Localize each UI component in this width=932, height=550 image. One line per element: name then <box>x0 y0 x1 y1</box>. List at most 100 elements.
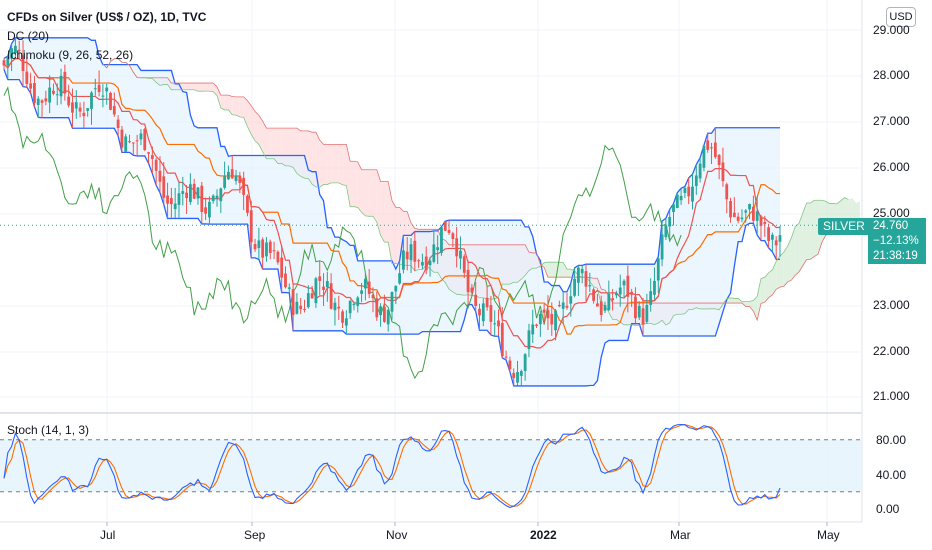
cloud-segment <box>357 161 362 213</box>
candle-body <box>500 323 504 357</box>
axis-ticks <box>106 522 828 526</box>
candle-body <box>672 204 675 213</box>
cloud-segment <box>327 144 332 185</box>
cloud-segment <box>319 140 324 188</box>
candle-body <box>109 92 112 110</box>
symbol-tag[interactable]: SILVER <box>818 218 870 235</box>
candle-body <box>325 281 329 288</box>
stoch-legend[interactable]: Stoch (14, 1, 3) <box>7 423 90 437</box>
cloud-segment <box>338 144 343 185</box>
cloud-segment <box>372 169 377 223</box>
candle-body <box>630 291 634 295</box>
candle-body <box>67 96 71 106</box>
cloud-segment <box>220 95 225 110</box>
cloud-segment <box>232 96 237 116</box>
candle-body <box>706 140 710 150</box>
candle-body <box>554 310 557 331</box>
candle-body <box>208 201 211 218</box>
candle-body <box>740 217 744 220</box>
candle-body <box>295 301 299 314</box>
cloud-segment <box>802 203 807 266</box>
candle-body <box>33 83 36 104</box>
stoch-tick-label: 0.00 <box>876 502 900 516</box>
candle-body <box>664 225 668 238</box>
cloud-segment <box>726 297 731 304</box>
candle-body <box>645 304 649 322</box>
candle-body <box>382 306 386 322</box>
cloud-segment <box>270 128 275 159</box>
candle-body <box>173 203 177 210</box>
candle-body <box>618 287 622 295</box>
candle-body <box>493 323 497 325</box>
candle-body <box>371 294 375 299</box>
cloud-segment <box>247 100 252 135</box>
ichimoku-legend[interactable]: Ichimoku (9, 26, 52, 26) <box>7 48 134 62</box>
candle-body <box>215 195 219 199</box>
candle-body <box>721 162 725 182</box>
candle-body <box>234 175 238 181</box>
candle-body <box>489 305 493 322</box>
cloud-segment <box>190 83 195 90</box>
last-price-box[interactable]: 24.760 −12.13% 21:38:19 <box>868 218 926 264</box>
candle-body <box>447 230 451 233</box>
cloud-segment <box>806 203 811 260</box>
cloud-segment <box>551 262 556 278</box>
price-tick-label: 29.000 <box>873 23 910 37</box>
candle-body <box>576 267 580 283</box>
candle-body <box>253 244 257 250</box>
currency-badge[interactable]: USD <box>886 7 916 27</box>
cloud-segment <box>228 95 233 115</box>
price-tick-label: 23.000 <box>873 298 910 312</box>
candle-body <box>306 293 310 308</box>
candle-body <box>310 293 314 299</box>
candle-body <box>588 285 592 287</box>
candle-body <box>352 303 356 306</box>
candle-body <box>196 187 200 199</box>
candle-body <box>561 302 565 309</box>
candle-body <box>135 140 139 142</box>
candle-body <box>759 216 763 226</box>
candle-body <box>97 84 101 93</box>
candle-body <box>744 210 748 213</box>
time-tick-label: Nov <box>386 528 408 542</box>
cloud-segment <box>361 169 366 216</box>
time-tick-label: Mar <box>670 528 691 542</box>
candle-body <box>74 102 78 109</box>
cloud-segment <box>369 169 373 217</box>
cloud-segment <box>251 105 256 141</box>
candle-body <box>504 356 508 358</box>
candle-body <box>508 360 512 370</box>
candle-body <box>272 250 276 252</box>
candle-body <box>462 256 466 273</box>
cloud-segment <box>753 296 758 321</box>
candle-body <box>698 163 702 179</box>
candle-body <box>565 305 569 308</box>
candle-body <box>603 305 607 311</box>
price-change: −12.13% <box>873 235 919 247</box>
cloud-segment <box>255 111 259 145</box>
donchian-legend[interactable]: DC (20) <box>7 29 50 43</box>
candle-body <box>139 133 143 140</box>
cloud-segment <box>563 262 567 278</box>
candle-body <box>550 314 554 325</box>
candle-body <box>204 207 208 214</box>
candle-body <box>17 49 21 51</box>
cloud-segment <box>787 237 792 282</box>
time-tick-label: Jul <box>100 528 116 542</box>
candle-body <box>124 136 128 152</box>
candle-body <box>238 175 242 184</box>
candle-body <box>265 242 268 257</box>
candle-body <box>82 112 86 117</box>
candle-body <box>432 244 436 262</box>
candle-body <box>615 293 618 296</box>
candle-body <box>660 234 664 260</box>
candle-body <box>485 297 489 308</box>
candle-body <box>329 283 333 309</box>
candle-body <box>10 48 14 59</box>
stoch-band <box>0 439 862 492</box>
candle-body <box>322 286 325 290</box>
candle-body <box>303 308 306 310</box>
candle-body <box>455 238 459 257</box>
time-tick-label: 2022 <box>530 528 557 542</box>
